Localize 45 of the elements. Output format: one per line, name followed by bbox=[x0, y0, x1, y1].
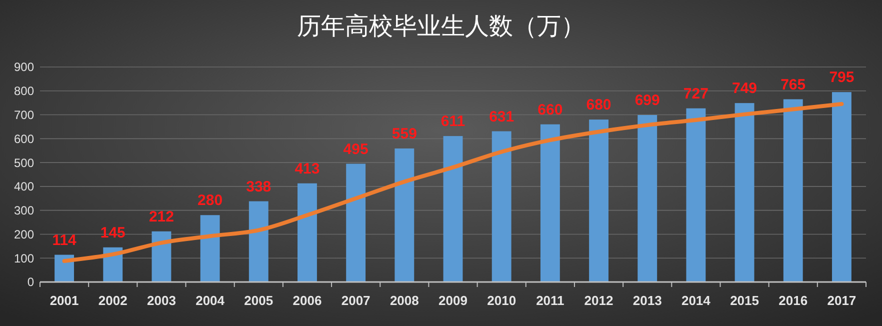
data-label: 611 bbox=[440, 113, 466, 130]
x-tick-label: 2001 bbox=[50, 293, 79, 308]
x-tick-label: 2007 bbox=[341, 293, 370, 308]
data-label: 749 bbox=[732, 80, 758, 98]
data-label: 631 bbox=[489, 108, 514, 126]
x-tick-label: 2013 bbox=[632, 293, 662, 308]
chart-title: 历年高校毕业生人数（万） bbox=[297, 12, 585, 40]
data-label: 699 bbox=[634, 92, 660, 110]
data-label: 212 bbox=[148, 208, 174, 226]
x-tick-label: 2005 bbox=[244, 293, 274, 308]
x-tick-label: 2006 bbox=[292, 293, 322, 308]
data-label: 660 bbox=[538, 101, 563, 118]
data-label: 145 bbox=[100, 224, 126, 242]
data-label: 795 bbox=[829, 69, 854, 86]
data-label: 413 bbox=[294, 160, 320, 178]
y-tick-label: 400 bbox=[14, 180, 34, 194]
y-tick-label: 300 bbox=[14, 204, 34, 218]
data-label: 727 bbox=[683, 85, 708, 102]
x-tick-label: 2015 bbox=[730, 293, 759, 308]
x-tick-label: 2003 bbox=[147, 293, 176, 308]
x-tick-label: 2002 bbox=[98, 293, 128, 308]
x-tick-label: 2016 bbox=[778, 293, 808, 308]
x-tick-label: 2012 bbox=[584, 293, 614, 308]
data-label: 765 bbox=[780, 76, 806, 94]
x-tick-label: 2017 bbox=[827, 293, 856, 308]
data-label: 680 bbox=[586, 96, 612, 114]
y-tick-label: 0 bbox=[27, 275, 34, 290]
x-tick-label: 2010 bbox=[487, 293, 516, 308]
x-tick-label: 2008 bbox=[390, 293, 419, 308]
data-label: 280 bbox=[198, 192, 223, 210]
x-tick-label: 2004 bbox=[196, 293, 226, 308]
data-label: 114 bbox=[52, 232, 78, 249]
data-label: 495 bbox=[343, 140, 368, 158]
x-tick-label: 2009 bbox=[438, 293, 468, 308]
y-tick-label: 500 bbox=[14, 156, 34, 170]
y-tick-label: 200 bbox=[14, 227, 34, 242]
y-tick-label: 900 bbox=[14, 60, 34, 74]
y-tick-label: 800 bbox=[14, 84, 34, 98]
data-label: 338 bbox=[246, 178, 272, 196]
x-tick-label: 2011 bbox=[536, 293, 564, 308]
y-tick-label: 100 bbox=[14, 251, 34, 266]
x-tick-label: 2014 bbox=[681, 293, 712, 308]
y-tick-label: 700 bbox=[14, 108, 34, 122]
y-tick-label: 600 bbox=[14, 132, 34, 146]
data-label: 559 bbox=[392, 125, 417, 142]
